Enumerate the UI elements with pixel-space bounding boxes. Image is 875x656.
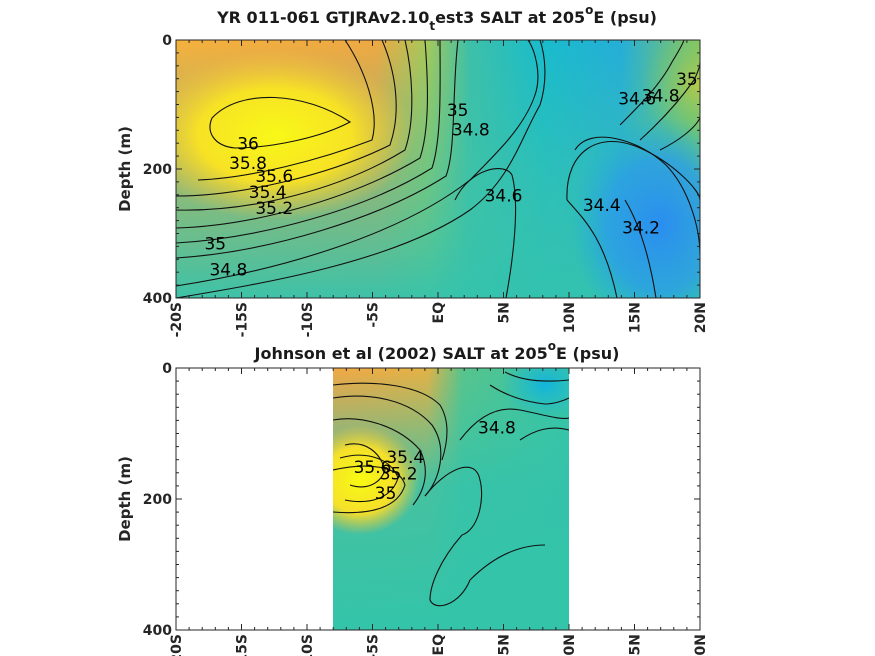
contour-label: 35.2 xyxy=(255,199,293,219)
contour-labels-bottom: 34.8 35.435.235 35.6 xyxy=(354,419,516,505)
heatmap-top xyxy=(176,40,700,298)
x-tick-label: -5S xyxy=(366,302,382,328)
x-tick-label: -5S xyxy=(366,634,382,656)
x-tick-label: 20N xyxy=(693,634,709,656)
contour-label: 35 xyxy=(375,484,397,504)
title-top: YR 011-061 GTJRAv2.10test3 SALT at 205oE… xyxy=(216,3,657,33)
x-tick-label: 5N xyxy=(497,302,513,323)
y-tick-label: 400 xyxy=(143,291,172,307)
x-tick-label: EQ xyxy=(431,634,447,656)
ticks-top: -20S -15S -10S -5S EQ 5N 10N 15N 20N 0 200 400 xyxy=(143,33,709,337)
contour-label: 35 xyxy=(447,101,469,121)
x-tick-label: -10S xyxy=(300,634,316,656)
contours-top xyxy=(176,40,700,298)
contour-label: 34.8 xyxy=(642,86,680,106)
contour-label: 34.8 xyxy=(452,120,490,140)
contour-label: 35.4 xyxy=(386,448,424,468)
x-tick-label: 20N xyxy=(693,302,709,333)
x-tick-label: -15S xyxy=(235,634,251,656)
y-tick-label: 200 xyxy=(143,162,172,178)
contour-label: 34.2 xyxy=(622,219,660,239)
ylabel-bottom: Depth (m) xyxy=(116,456,134,542)
ylabel-top: Depth (m) xyxy=(116,126,134,212)
x-tick-label: -15S xyxy=(235,302,251,337)
contour-label: 36 xyxy=(237,135,259,155)
contour-label: 34.6 xyxy=(618,90,656,110)
y-tick-label: 0 xyxy=(162,361,172,377)
y-tick-label: 200 xyxy=(143,492,172,508)
x-tick-label: 5N xyxy=(497,634,513,655)
ticks-bottom: -20S -15S -10S -5S EQ 5N 10N 15N 20N 0 200 400 xyxy=(143,361,709,656)
contour-label: 34.4 xyxy=(583,196,621,216)
x-tick-label: -20S xyxy=(169,634,185,656)
y-tick-label: 400 xyxy=(143,623,172,639)
x-tick-label: 15N xyxy=(628,302,644,333)
x-tick-label: -20S xyxy=(169,302,185,337)
panel-bottom: Johnson et al (2002) SALT at 205oE (psu)… xyxy=(116,339,709,656)
contour-label: 35 xyxy=(204,235,226,255)
contour-label: 35.4 xyxy=(249,183,287,203)
panel-top: YR 011-061 GTJRAv2.10test3 SALT at 205oE… xyxy=(116,3,709,337)
heatmap-bottom xyxy=(333,368,569,630)
contour-label: 34.8 xyxy=(478,419,516,439)
x-tick-label: EQ xyxy=(431,302,447,324)
x-tick-label: 10N xyxy=(562,302,578,333)
y-tick-label: 0 xyxy=(162,33,172,49)
contour-label: 34.8 xyxy=(209,260,247,280)
contour-label: 35.6 xyxy=(255,167,293,187)
x-tick-label: 10N xyxy=(562,634,578,656)
x-tick-label: 15N xyxy=(628,634,644,656)
contour-label: 35.8 xyxy=(229,154,267,174)
contour-label: 35 xyxy=(676,70,698,90)
x-tick-label: -10S xyxy=(300,302,316,337)
contour-label: 35.6 xyxy=(354,458,392,478)
contour-label: 35.2 xyxy=(380,464,418,484)
title-bottom: Johnson et al (2002) SALT at 205oE (psu) xyxy=(254,339,620,363)
contours-bottom xyxy=(333,371,569,607)
contour-label: 34.6 xyxy=(485,186,523,206)
